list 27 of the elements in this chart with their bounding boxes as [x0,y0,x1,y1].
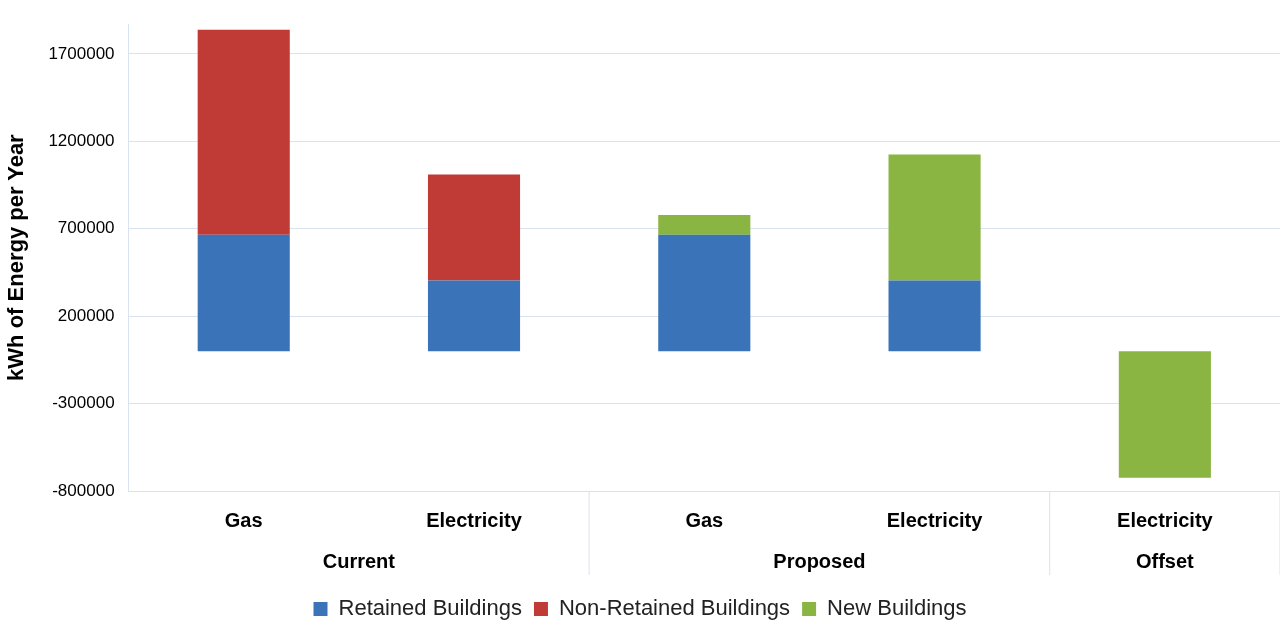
text: Proposed [773,549,866,572]
x-tick-label: Electricity [1117,508,1214,531]
text: Offset [1135,549,1195,572]
y-axis-title: kWh of Energy per Year [3,133,29,381]
y-tick-label: -800000 [52,480,115,500]
bar [197,234,290,352]
x-tick-label: Gas [224,508,263,531]
bar [427,280,521,352]
bar [427,174,521,281]
y-tick-label: 1700000 [48,43,115,63]
bar [658,234,751,352]
text: Current [322,549,396,572]
bar [658,215,751,235]
x-tick-label: Electricity [426,508,523,531]
legend-label: Retained Buildings [338,595,522,621]
bar [888,280,981,352]
y-tick-label: 200000 [57,305,115,325]
legend-label: Non-Retained Buildings [558,595,791,621]
y-tick-label: -300000 [52,393,115,413]
bar [888,154,981,281]
x-tick-label: Electricity [886,508,984,531]
legend-label: New Buildings [827,595,967,621]
y-tick-label: 1200000 [48,131,115,151]
y-tick-label: 700000 [57,218,115,238]
bar [1118,351,1211,478]
bar [197,29,290,235]
x-tick-label: Gas [685,508,724,531]
